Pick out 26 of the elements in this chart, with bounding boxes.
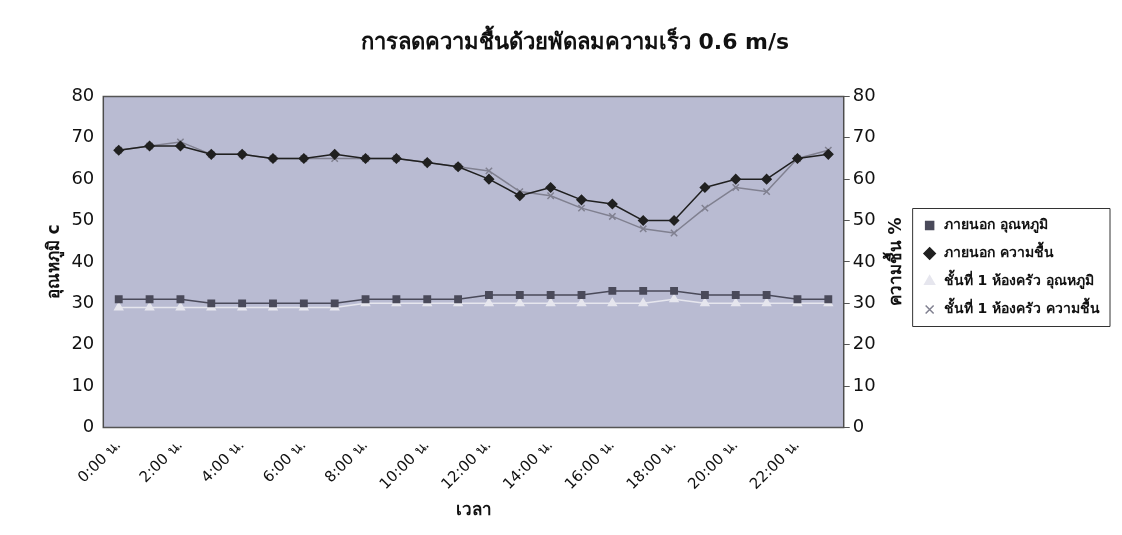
y-tick-label: 30 — [71, 291, 95, 312]
y2-tick-label: 0 — [852, 415, 865, 437]
legend-label: ชั้นที่ 1 ห้องครัว อุณหภูมิ — [943, 269, 1095, 290]
y-tick-label: 20 — [71, 332, 95, 354]
legend-label: ชั้นที่ 1 ห้องครัว ความชื้น — [943, 297, 1101, 317]
y-tick-label: 60 — [71, 166, 95, 188]
y-tick-label: 40 — [71, 249, 95, 271]
y-axis-title: อุณหภูมิ c — [42, 224, 65, 300]
y-tick-label: 10 — [71, 373, 95, 395]
y2-tick-label: 30 — [852, 291, 876, 312]
y2-tick-label: 70 — [852, 125, 876, 147]
y-tick-label: 80 — [71, 84, 95, 106]
y2-tick-label: 60 — [852, 166, 876, 188]
y-tick-label: 50 — [71, 208, 95, 230]
y2-tick-label: 80 — [852, 84, 876, 106]
y2-tick-label: 50 — [852, 208, 876, 230]
x-axis-title: เวลา — [455, 499, 492, 520]
y2-tick-label: 20 — [852, 332, 876, 354]
y-tick-label: 0 — [82, 415, 95, 437]
y2-axis-title: ความชื้น % — [881, 217, 905, 307]
legend-label: ภายนอก อุณหภูมิ — [943, 216, 1048, 234]
legend-label: ภายนอก ความชื้น — [943, 241, 1054, 261]
chart-title: การลดความชื้นด้วยพัดลมความเร็ว 0.6 m/s — [360, 24, 790, 54]
y-tick-label: 70 — [71, 125, 95, 147]
y2-tick-label: 40 — [852, 249, 876, 271]
y2-tick-label: 10 — [852, 373, 876, 395]
